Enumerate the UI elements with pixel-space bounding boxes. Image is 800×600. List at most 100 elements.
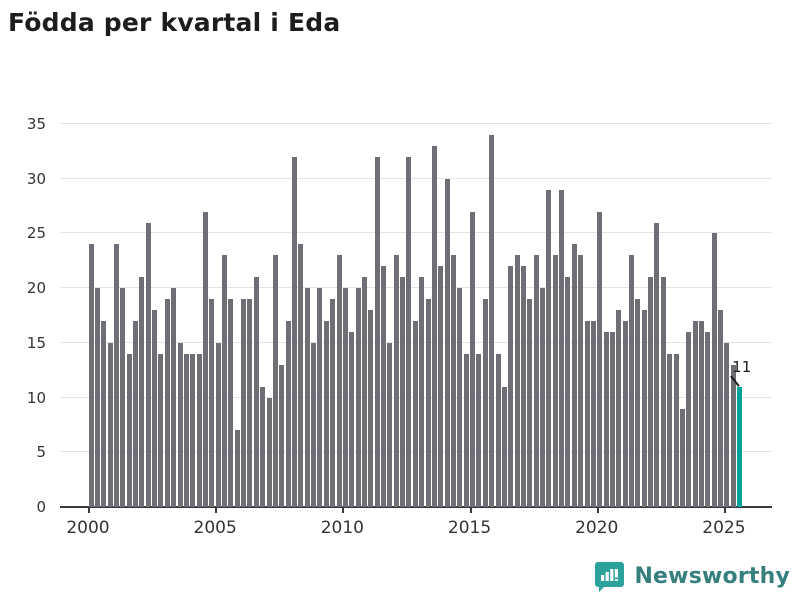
bar xyxy=(590,320,596,507)
bar xyxy=(145,222,151,507)
bar xyxy=(552,255,558,507)
bar xyxy=(330,299,336,507)
bar xyxy=(228,299,234,507)
newsworthy-logo[interactable]: Newsworthy xyxy=(594,561,790,592)
bar xyxy=(425,299,431,507)
bar xyxy=(482,299,488,507)
bar xyxy=(501,386,507,507)
bar-latest-quarter xyxy=(737,386,743,507)
bar xyxy=(253,277,259,507)
bar xyxy=(304,288,310,507)
bar xyxy=(616,310,622,507)
bar xyxy=(292,156,297,507)
bar xyxy=(279,364,285,507)
bar xyxy=(476,353,482,507)
bar xyxy=(101,320,107,507)
bar xyxy=(718,310,724,507)
y-axis-label-10: 10 xyxy=(26,388,46,407)
bar xyxy=(578,255,584,507)
bar xyxy=(533,255,539,507)
bar xyxy=(444,178,450,507)
bar xyxy=(559,189,565,507)
bar xyxy=(419,277,425,507)
bar xyxy=(349,331,355,507)
bar xyxy=(520,266,526,507)
bar xyxy=(355,288,361,507)
bar xyxy=(508,266,514,507)
bar xyxy=(126,353,132,507)
bar xyxy=(679,408,685,507)
bar xyxy=(190,353,196,507)
bar xyxy=(489,134,495,507)
bar xyxy=(196,353,202,507)
x-axis-label-2015: 2015 xyxy=(447,518,492,538)
x-axis-label-2025: 2025 xyxy=(702,518,746,538)
bar xyxy=(495,353,501,507)
bar xyxy=(139,277,145,507)
bar xyxy=(222,255,228,507)
bar xyxy=(438,266,444,507)
bar xyxy=(266,397,272,507)
gridline-20 xyxy=(60,287,772,289)
bar xyxy=(673,353,679,507)
bar xyxy=(241,299,247,507)
bar xyxy=(584,320,590,507)
bar xyxy=(660,277,666,507)
x-axis-label-2005: 2005 xyxy=(193,518,237,538)
bar xyxy=(317,288,323,507)
bar xyxy=(171,288,177,507)
bar xyxy=(730,364,736,507)
bar xyxy=(209,299,215,507)
gridline-35 xyxy=(60,123,772,124)
bar xyxy=(342,288,348,507)
bar xyxy=(412,320,418,507)
bar xyxy=(234,430,240,507)
bar xyxy=(393,255,399,507)
newsworthy-logo-text: Newsworthy xyxy=(634,564,790,589)
bar xyxy=(571,244,577,507)
bar xyxy=(457,288,463,507)
gridline-30 xyxy=(60,177,772,179)
bar xyxy=(120,288,126,507)
bar xyxy=(686,331,692,507)
bar xyxy=(470,211,476,507)
newsworthy-icon xyxy=(594,561,625,592)
bar xyxy=(699,320,704,507)
bar xyxy=(113,244,119,507)
bar xyxy=(285,320,291,507)
y-axis-label-15: 15 xyxy=(26,333,46,352)
bar xyxy=(311,342,317,507)
bar xyxy=(374,156,380,507)
last-value-label: 11 xyxy=(732,357,752,376)
bar xyxy=(202,211,208,507)
bar xyxy=(692,320,698,507)
x-axis-label-2020: 2020 xyxy=(575,518,619,538)
x-axis-tick-2015 xyxy=(469,507,472,513)
bar xyxy=(629,255,635,507)
bar xyxy=(724,342,730,507)
bar xyxy=(705,331,711,507)
y-axis-label-5: 5 xyxy=(36,443,46,462)
bar xyxy=(152,310,158,507)
bar xyxy=(450,255,456,507)
y-axis-label-30: 30 xyxy=(26,169,46,188)
y-axis-label-20: 20 xyxy=(26,279,46,298)
bar xyxy=(635,299,641,507)
bar xyxy=(247,299,253,507)
bar xyxy=(361,277,367,507)
x-axis-label-2000: 2000 xyxy=(66,518,110,538)
bar xyxy=(603,331,609,507)
bar xyxy=(546,189,552,507)
bar xyxy=(667,353,673,507)
bar xyxy=(711,233,717,507)
bar xyxy=(158,353,164,507)
bar xyxy=(298,244,304,507)
x-axis-tick-2020 xyxy=(596,507,599,513)
bar xyxy=(336,255,342,507)
bar xyxy=(88,244,94,507)
bar xyxy=(381,266,387,507)
bar xyxy=(400,277,406,507)
bar xyxy=(183,353,189,507)
bar xyxy=(622,320,628,507)
